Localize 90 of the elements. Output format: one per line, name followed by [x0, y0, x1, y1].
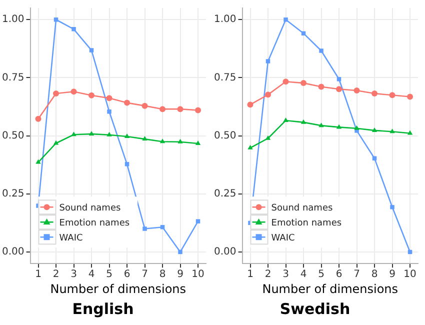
- point: [160, 106, 166, 112]
- x-tick-label: 4: [300, 269, 307, 280]
- x-tick-label: 4: [88, 269, 95, 280]
- y-tick-label: 0.25: [2, 188, 24, 200]
- point: [106, 132, 112, 136]
- x-tick-label: 6: [124, 269, 130, 280]
- x-tick-label: 5: [106, 269, 112, 280]
- point: [390, 128, 395, 134]
- point: [89, 48, 94, 52]
- point: [283, 117, 288, 122]
- point: [372, 90, 378, 97]
- point: [142, 226, 147, 231]
- point: [71, 132, 76, 136]
- legend-label: WAIC: [59, 233, 83, 244]
- point: [265, 92, 272, 98]
- legend-label: Sound names: [271, 203, 333, 214]
- point: [196, 219, 200, 224]
- point: [284, 17, 288, 22]
- point: [407, 94, 414, 100]
- y-tick-label: 0.75: [214, 72, 236, 84]
- x-axis-title: Number of dimensions: [50, 282, 186, 296]
- text: English: [72, 300, 134, 318]
- point: [247, 102, 254, 108]
- x-tick-label: 8: [371, 269, 378, 280]
- x-tick-label: 1: [35, 269, 42, 280]
- point: [177, 106, 184, 112]
- point: [35, 116, 42, 122]
- point: [106, 95, 112, 102]
- point: [390, 205, 394, 210]
- x-tick-label: 7: [354, 269, 360, 280]
- x-tick-label: 3: [70, 269, 77, 280]
- x-tick-label: 10: [192, 269, 204, 280]
- point: [300, 119, 306, 124]
- y-tick-label: 1.00: [214, 14, 236, 26]
- x-tick-label: 8: [159, 269, 166, 280]
- point: [318, 122, 324, 128]
- x-tick-label: 10: [404, 269, 416, 280]
- point: [318, 84, 324, 90]
- point: [124, 133, 130, 138]
- x-tick-label: 7: [142, 269, 148, 280]
- legend-label: Sound names: [59, 203, 121, 214]
- x-tick-label: 9: [177, 269, 184, 280]
- point: [195, 107, 202, 114]
- point: [266, 59, 270, 64]
- point: [336, 124, 342, 129]
- point: [301, 31, 306, 36]
- point: [142, 136, 148, 141]
- legend-label: Emotion names: [59, 218, 130, 228]
- x-tick-label: 1: [247, 269, 254, 280]
- point: [372, 156, 377, 160]
- x-tick-label: 2: [52, 269, 60, 280]
- point: [107, 110, 112, 114]
- y-tick-label: 1.00: [2, 14, 24, 26]
- x-tick-label: 5: [318, 269, 324, 280]
- point: [248, 144, 253, 150]
- y-tick-label: 0.00: [2, 246, 24, 258]
- y-tick-label: 0.00: [214, 246, 236, 258]
- x-tick-label: 9: [389, 269, 396, 280]
- point: [282, 78, 289, 85]
- x-tick-label: 2: [264, 269, 272, 280]
- point: [36, 159, 41, 164]
- point: [354, 125, 360, 130]
- y-tick-label: 0.50: [2, 130, 24, 142]
- legend-label: WAIC: [271, 233, 295, 244]
- point: [142, 102, 148, 109]
- point: [88, 92, 95, 98]
- y-tick-label: 0.25: [214, 188, 236, 200]
- point: [72, 27, 76, 32]
- point: [372, 127, 378, 132]
- point: [389, 92, 396, 98]
- point: [53, 90, 60, 97]
- point: [178, 138, 183, 144]
- point: [354, 87, 360, 94]
- point: [178, 250, 182, 254]
- x-tick-label: 3: [282, 269, 289, 280]
- point: [124, 162, 130, 166]
- legend-label: Emotion names: [271, 218, 342, 228]
- point: [336, 86, 342, 92]
- x-axis-title: Number of dimensions: [262, 282, 398, 296]
- point: [124, 100, 130, 106]
- x-tick-label: 6: [336, 269, 342, 280]
- y-tick-label: 0.50: [214, 130, 236, 142]
- point: [70, 88, 77, 95]
- point: [300, 80, 307, 86]
- point: [319, 48, 324, 53]
- text: Swedish: [280, 300, 350, 318]
- y-tick-label: 0.75: [2, 72, 24, 84]
- point: [160, 138, 166, 144]
- point: [88, 130, 94, 136]
- point: [195, 140, 201, 145]
